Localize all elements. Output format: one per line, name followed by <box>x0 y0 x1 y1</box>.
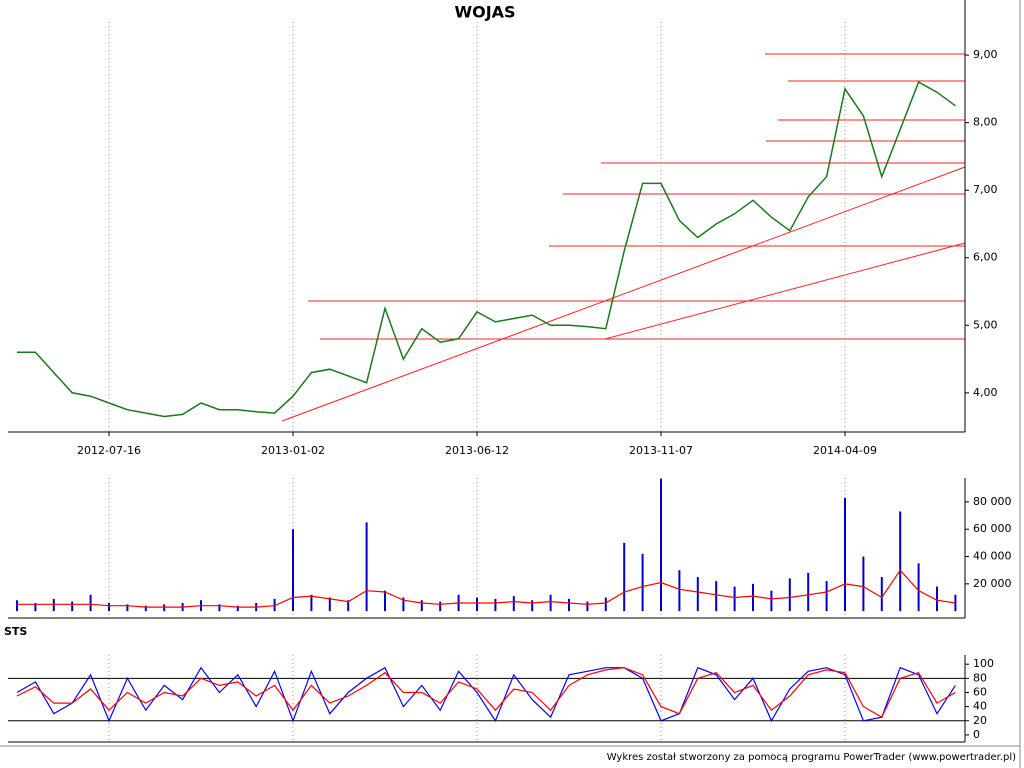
volume-bar <box>788 578 791 612</box>
volume-bar <box>568 598 570 612</box>
volume-bar <box>733 586 736 612</box>
y-tick-label: 0 <box>973 728 980 741</box>
volume-bar <box>678 570 681 612</box>
y-tick-label: 7,00 <box>973 183 998 196</box>
volume-bar <box>807 572 810 612</box>
volume-bar <box>715 581 718 612</box>
volume-bar <box>604 597 607 612</box>
volume-bar <box>641 553 644 612</box>
volume-bar <box>144 605 147 612</box>
volume-bar <box>163 604 166 612</box>
y-tick-label: 9,00 <box>973 48 998 61</box>
volume-bar <box>384 590 386 612</box>
y-tick-label: 40 000 <box>973 550 1012 563</box>
volume-bar <box>936 586 938 612</box>
volume-bar <box>71 601 74 612</box>
volume-bar <box>439 601 442 612</box>
y-tick-label: 60 <box>973 685 987 698</box>
volume-bar <box>752 583 754 612</box>
volume-bar <box>623 542 626 612</box>
volume-bar <box>770 590 773 612</box>
volume-bar <box>660 478 662 612</box>
volume-bar <box>899 511 902 612</box>
data-line <box>16 666 956 723</box>
y-tick-label: 8,00 <box>973 116 998 129</box>
support-levels <box>281 53 966 422</box>
volume-bar <box>512 596 515 612</box>
volume-bar <box>52 598 55 612</box>
footer: Wykres został stworzony za pomocą progra… <box>607 752 1016 763</box>
volume-bar <box>16 600 18 612</box>
volume-bar <box>365 522 368 612</box>
y-tick-label: 6,00 <box>973 251 998 264</box>
volume-bar <box>696 577 699 612</box>
x-tick-label: 2012-07-16 <box>77 444 141 457</box>
panel-title: STS <box>4 625 27 638</box>
volume-bar <box>347 600 350 612</box>
volume-bar <box>844 497 846 612</box>
volume-bar <box>862 556 865 612</box>
data-line <box>17 81 956 418</box>
volume-bar <box>420 600 423 612</box>
y-tick-label: 4,00 <box>973 386 998 399</box>
volume-bar <box>126 604 129 612</box>
y-tick-label: 20 <box>973 714 987 727</box>
y-tick-label: 40 <box>973 700 987 713</box>
y-tick-label: 100 <box>973 657 994 670</box>
volume-bar <box>273 598 276 612</box>
chart-title: WOJAS <box>454 3 515 22</box>
volume-bar <box>917 563 920 612</box>
y-tick-label: 80 000 <box>973 495 1012 508</box>
volume-bar <box>34 602 37 612</box>
volume-bar <box>292 529 294 612</box>
volume-bar <box>825 581 828 612</box>
trend-line <box>281 166 966 422</box>
volume-bar <box>89 594 92 612</box>
data-line <box>16 667 956 719</box>
x-tick-label: 2013-06-12 <box>445 444 509 457</box>
volume-bar <box>476 597 478 612</box>
volume-bar <box>586 601 589 612</box>
y-tick-label: 5,00 <box>973 318 998 331</box>
x-tick-label: 2013-01-02 <box>261 444 325 457</box>
volume-bar <box>494 598 497 612</box>
x-tick-label: 2013-11-07 <box>629 444 693 457</box>
y-tick-label: 80 <box>973 671 987 684</box>
volume-bar <box>328 597 331 612</box>
volume-bar <box>402 597 405 612</box>
data-line <box>17 569 956 608</box>
volume-bar <box>880 577 883 612</box>
x-tick-label: 2014-04-09 <box>813 444 877 457</box>
volume-bar <box>108 602 110 612</box>
volume-bar <box>310 594 313 612</box>
volume-bar <box>531 600 534 612</box>
volume-bar <box>549 594 552 612</box>
volume-bar <box>236 605 239 612</box>
y-tick-label: 60 000 <box>973 522 1012 535</box>
volume-bar <box>218 604 221 612</box>
trend-line <box>604 242 966 340</box>
y-tick-label: 20 000 <box>973 577 1012 590</box>
